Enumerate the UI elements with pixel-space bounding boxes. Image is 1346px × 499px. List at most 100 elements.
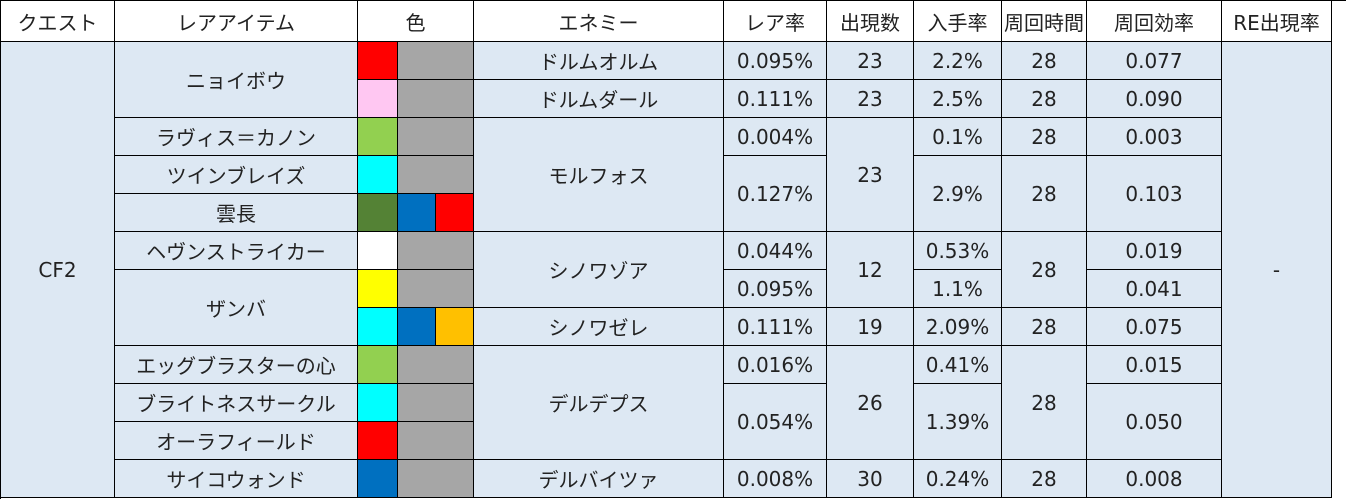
rare-rate-cell: 0.111% xyxy=(724,308,827,346)
rare-rate-cell: 0.095% xyxy=(724,42,827,80)
color-swatch xyxy=(358,80,398,118)
color-swatch xyxy=(358,422,398,460)
drop-rate-cell: 2.5% xyxy=(914,80,1002,118)
spawn-count-cell: 30 xyxy=(827,460,914,498)
quest-cell: CF2 xyxy=(1,42,115,498)
header-spawn-count: 出現数 xyxy=(827,1,914,42)
item-cell: エッグブラスターの心 xyxy=(115,346,358,384)
re-rate-cell: - xyxy=(1222,42,1332,498)
color-swatch xyxy=(398,232,474,270)
enemy-cell: ドルムダール xyxy=(474,80,724,118)
color-swatch xyxy=(398,346,474,384)
item-cell: ニョイボウ xyxy=(115,42,358,118)
color-swatch xyxy=(358,232,398,270)
rare-rate-cell: 0.008% xyxy=(724,460,827,498)
rare-rate-cell: 0.054% xyxy=(724,384,827,460)
drop-rate-cell: 0.53% xyxy=(914,232,1002,270)
color-swatch xyxy=(398,422,474,460)
efficiency-cell: 0.019 xyxy=(1087,232,1222,270)
color-swatch xyxy=(358,308,398,346)
spawn-count-cell: 23 xyxy=(827,118,914,232)
rare-rate-cell: 0.044% xyxy=(724,232,827,270)
efficiency-cell: 0.015 xyxy=(1087,346,1222,384)
loop-time-cell: 28 xyxy=(1002,42,1087,80)
loop-time-cell: 28 xyxy=(1002,80,1087,118)
color-swatch xyxy=(398,308,436,346)
color-swatch xyxy=(358,194,398,232)
drop-rate-cell: 2.09% xyxy=(914,308,1002,346)
efficiency-cell: 0.041 xyxy=(1087,270,1222,308)
enemy-cell: シノワゾア xyxy=(474,232,724,308)
rare-rate-cell: 0.127% xyxy=(724,156,827,232)
spawn-count-cell: 26 xyxy=(827,346,914,460)
loop-time-cell: 28 xyxy=(1002,156,1087,232)
loop-time-cell: 28 xyxy=(1002,118,1087,156)
rare-rate-cell: 0.111% xyxy=(724,80,827,118)
header-rare-item: レアアイテム xyxy=(115,1,358,42)
efficiency-cell: 0.077 xyxy=(1087,42,1222,80)
color-swatch xyxy=(436,308,474,346)
efficiency-cell: 0.008 xyxy=(1087,460,1222,498)
enemy-cell: ドルムオルム xyxy=(474,42,724,80)
drop-rate-cell: 0.41% xyxy=(914,346,1002,384)
color-swatch xyxy=(398,384,474,422)
color-swatch xyxy=(358,156,398,194)
spawn-count-cell: 23 xyxy=(827,42,914,80)
drop-rate-cell: 2.2% xyxy=(914,42,1002,80)
item-cell: ブライトネスサークル xyxy=(115,384,358,422)
item-cell: ヘヴンストライカー xyxy=(115,232,358,270)
color-swatch xyxy=(398,80,474,118)
enemy-cell: モルフォス xyxy=(474,118,724,232)
color-swatch xyxy=(358,384,398,422)
color-swatch xyxy=(358,42,398,80)
efficiency-cell: 0.050 xyxy=(1087,384,1222,460)
rare-rate-cell: 0.004% xyxy=(724,118,827,156)
color-swatch xyxy=(358,346,398,384)
drop-rate-cell: 1.39% xyxy=(914,384,1002,460)
loop-time-cell: 28 xyxy=(1002,232,1087,308)
drop-rate-cell: 0.1% xyxy=(914,118,1002,156)
efficiency-cell: 0.003 xyxy=(1087,118,1222,156)
enemy-cell: デルバイツァ xyxy=(474,460,724,498)
rare-rate-cell: 0.016% xyxy=(724,346,827,384)
header-efficiency: 周回効率 xyxy=(1087,1,1222,42)
color-swatch xyxy=(358,270,398,308)
item-cell: 雲長 xyxy=(115,194,358,232)
header-rare-rate: レア率 xyxy=(724,1,827,42)
color-swatch xyxy=(436,194,474,232)
spawn-count-cell: 12 xyxy=(827,232,914,308)
enemy-cell: シノワゼレ xyxy=(474,308,724,346)
item-cell: サイコウォンド xyxy=(115,460,358,498)
color-swatch xyxy=(398,118,474,156)
rare-rate-cell: 0.095% xyxy=(724,270,827,308)
color-swatch xyxy=(358,460,398,498)
loop-time-cell: 28 xyxy=(1002,460,1087,498)
color-swatch xyxy=(398,42,474,80)
color-swatch xyxy=(398,270,474,308)
item-cell: ラヴィス＝カノン xyxy=(115,118,358,156)
drop-rate-cell: 0.24% xyxy=(914,460,1002,498)
enemy-cell: デルデプス xyxy=(474,346,724,460)
header-loop-time: 周回時間 xyxy=(1002,1,1087,42)
item-cell: オーラフィールド xyxy=(115,422,358,460)
drop-rate-cell: 2.9% xyxy=(914,156,1002,232)
efficiency-cell: 0.090 xyxy=(1087,80,1222,118)
loop-time-cell: 28 xyxy=(1002,346,1087,460)
efficiency-cell: 0.075 xyxy=(1087,308,1222,346)
header-quest: クエスト xyxy=(1,1,115,42)
header-drop-rate: 入手率 xyxy=(914,1,1002,42)
spawn-count-cell: 19 xyxy=(827,308,914,346)
item-cell: ツインブレイズ xyxy=(115,156,358,194)
header-enemy: エネミー xyxy=(474,1,724,42)
loop-time-cell: 28 xyxy=(1002,308,1087,346)
drop-rate-cell: 1.1% xyxy=(914,270,1002,308)
spawn-count-cell: 23 xyxy=(827,80,914,118)
color-swatch xyxy=(398,460,474,498)
header-color: 色 xyxy=(358,1,474,42)
item-cell: ザンバ xyxy=(115,270,358,346)
color-swatch xyxy=(358,118,398,156)
header-re-rate: RE出現率 xyxy=(1222,1,1332,42)
efficiency-cell: 0.103 xyxy=(1087,156,1222,232)
color-swatch xyxy=(398,194,436,232)
